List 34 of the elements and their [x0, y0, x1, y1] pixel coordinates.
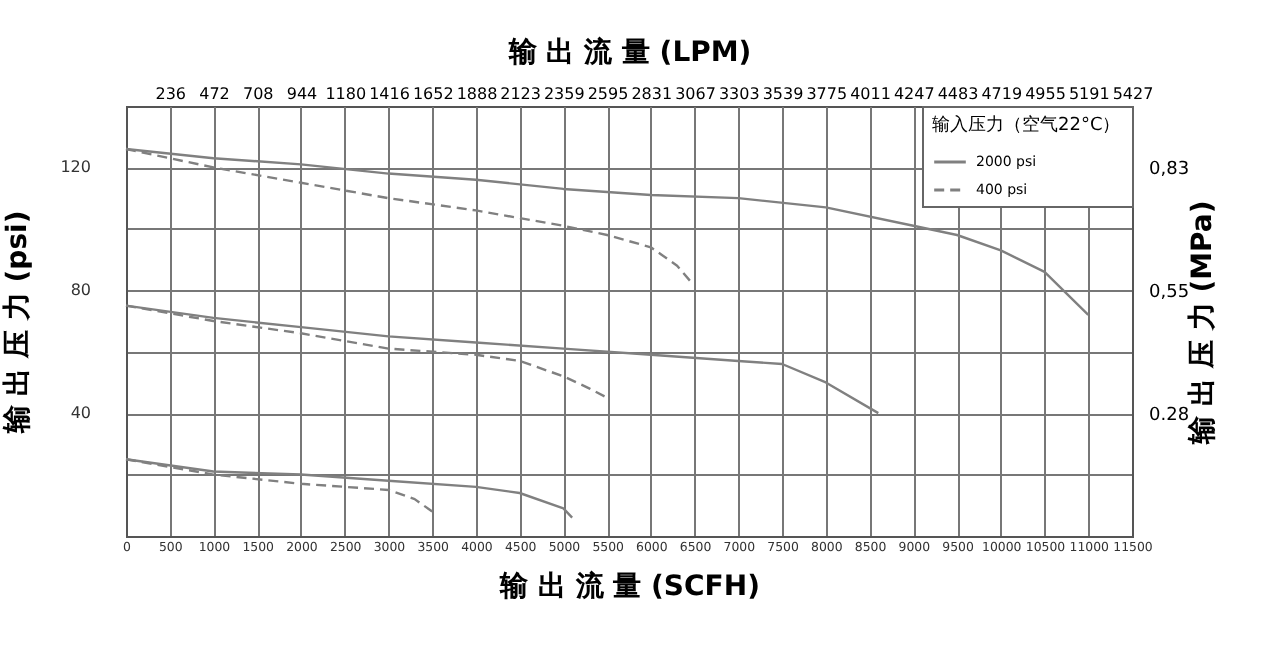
- x2-tick-label: 4955: [1025, 85, 1066, 103]
- x2-tick-label: 2831: [631, 85, 673, 103]
- x-axis-title: 输 出 流 量 (SCFH): [498, 569, 760, 604]
- legend-title: 输入压力（空气22°C）: [932, 114, 1121, 136]
- y2-tick-label: 0,83: [1149, 160, 1190, 181]
- y2-axis-title: 输 出 压 力 (MPa): [1187, 200, 1220, 446]
- x2-tick-label: 5191: [1068, 85, 1110, 103]
- x2-tick-label: 4483: [937, 85, 979, 103]
- x2-tick-label: 1180: [325, 85, 367, 103]
- y-axis-title: 输 出 压 力 (psi): [2, 210, 35, 436]
- y-tick-label: 40: [70, 404, 91, 423]
- y-tick-label: 120: [60, 158, 91, 177]
- x2-tick-label: 1652: [412, 85, 454, 103]
- x2-axis-title: 输 出 流 量 (LPM): [506, 35, 752, 69]
- x2-tick-label: 4719: [981, 85, 1023, 103]
- y-tick-label: 80: [70, 281, 91, 300]
- x2-tick-label: 2123: [500, 85, 541, 103]
- x2-tick-label: 472: [199, 85, 230, 103]
- x2-tick-label: 4011: [850, 85, 891, 103]
- x2-tick-label: 2595: [587, 85, 629, 103]
- y2-tick-label: 0,55: [1149, 283, 1190, 304]
- x2-tick-label: 708: [242, 85, 274, 103]
- x2-tick-label: 3303: [718, 85, 760, 103]
- x2-tick-label: 3539: [762, 85, 804, 103]
- x2-tick-label: 236: [155, 85, 187, 103]
- y2-tick-label: 0.28: [1149, 406, 1190, 427]
- x2-tick-label: 5427: [1112, 85, 1154, 103]
- x2-tick-label: 944: [286, 85, 318, 103]
- x2-tick-label: 4247: [893, 85, 935, 103]
- x2-tick-label: 3775: [806, 85, 848, 103]
- x2-tick-label: 1416: [369, 85, 410, 103]
- x2-tick-label: 2359: [543, 85, 585, 103]
- x2-tick-label: 3067: [675, 85, 716, 103]
- x2-tick-label: 1888: [456, 85, 498, 103]
